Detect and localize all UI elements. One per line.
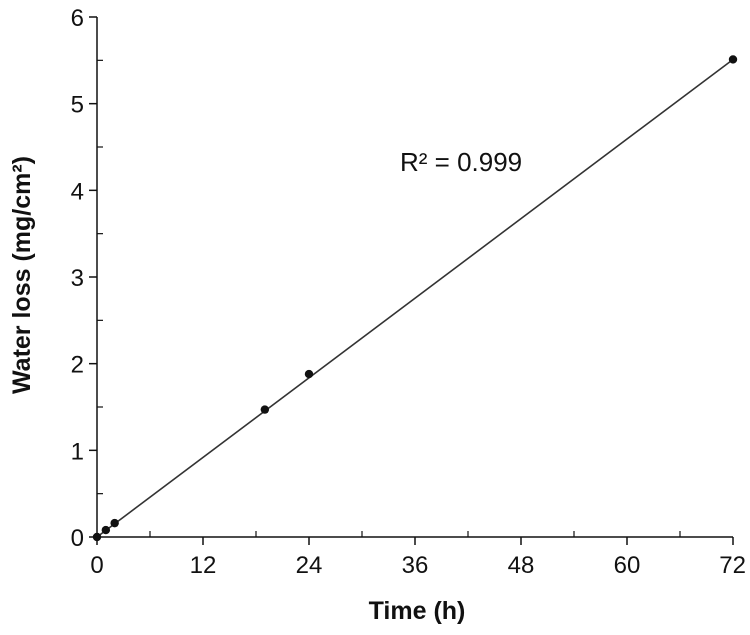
x-tick-label: 12 xyxy=(190,552,217,579)
data-point xyxy=(101,525,111,535)
data-point xyxy=(260,405,270,414)
data-points xyxy=(92,55,738,542)
y-tick-label: 0 xyxy=(71,525,84,552)
y-tick-label: 3 xyxy=(71,265,84,292)
y-tick-label: 6 xyxy=(71,5,84,32)
x-tick-label: 72 xyxy=(719,552,746,579)
data-point xyxy=(110,518,119,528)
data-point xyxy=(92,532,102,542)
x-tick-label: 60 xyxy=(614,552,641,579)
x-tick-label: 0 xyxy=(90,552,103,579)
linear-trendline xyxy=(96,58,734,538)
y-tick-label: 1 xyxy=(71,438,84,465)
x-tick-label: 24 xyxy=(296,552,323,579)
y-tick-label: 2 xyxy=(71,352,84,379)
axes xyxy=(96,17,733,538)
x-tick-label: 48 xyxy=(508,552,535,579)
data-point xyxy=(728,55,738,64)
trendline-layer xyxy=(96,58,734,538)
y-tick-label: 5 xyxy=(71,92,84,119)
data-point xyxy=(304,369,314,379)
y-axis-title: Water loss (mg/cm²) xyxy=(8,156,36,394)
r-squared-annotation: R² = 0.999 xyxy=(400,147,522,177)
x-tick-label: 36 xyxy=(402,552,429,579)
y-tick-label: 4 xyxy=(71,178,84,205)
x-axis-title: Time (h) xyxy=(369,597,466,625)
